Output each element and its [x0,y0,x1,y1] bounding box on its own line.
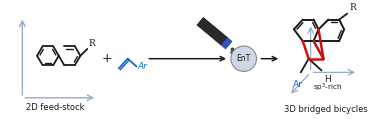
Polygon shape [197,17,228,45]
Circle shape [231,46,257,71]
Text: Ar: Ar [293,80,303,89]
Text: R: R [349,3,356,12]
Text: sp$^3$-rich: sp$^3$-rich [313,82,342,94]
Text: +: + [102,52,112,65]
Text: 3D bridged bicycles: 3D bridged bicycles [284,105,367,114]
Text: EnT: EnT [237,54,251,63]
Text: 2D feed-stock: 2D feed-stock [26,103,84,112]
Polygon shape [221,38,232,49]
Text: Ar: Ar [138,62,147,71]
Text: R: R [88,39,95,48]
Text: H: H [324,75,331,84]
